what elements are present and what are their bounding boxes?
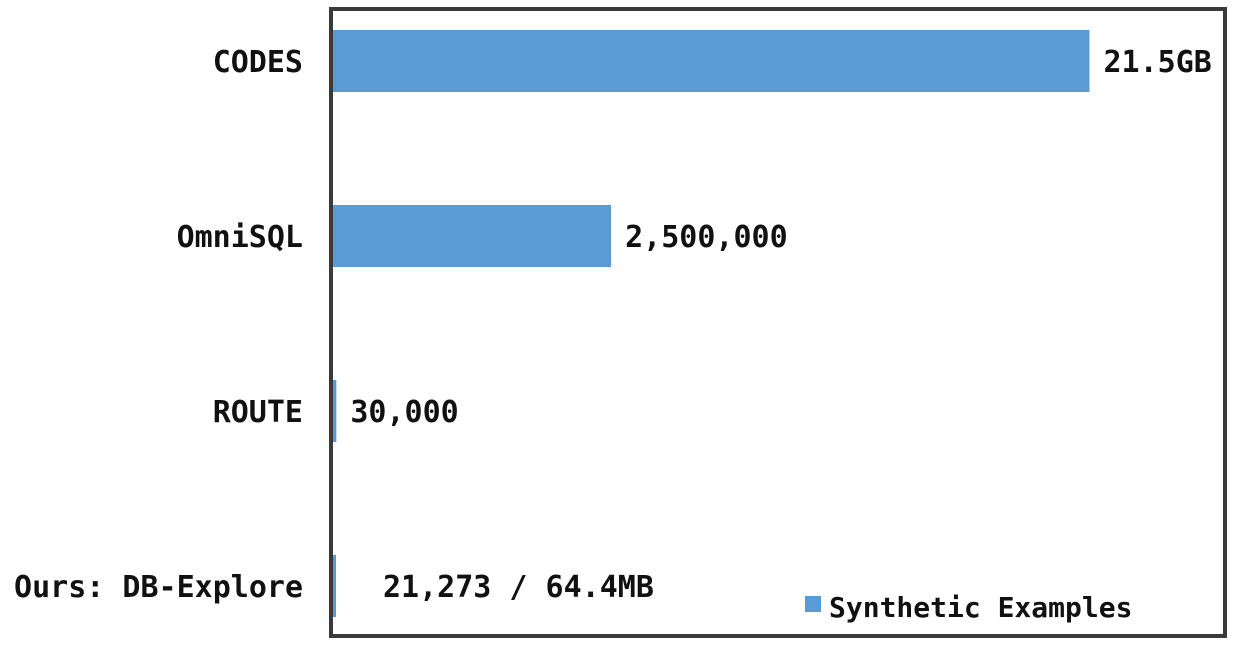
category-label-3: Ours: DB-Explore [14,570,303,605]
value-label-3: 21,273 / 64.4MB [383,570,654,605]
bar-0 [333,30,1090,92]
legend-swatch [805,596,821,612]
value-label-0: 21.5GB [1104,45,1212,80]
category-label-0: CODES [213,45,303,80]
bar-1 [333,205,612,267]
labels-layer: CODES 21.5GB OmniSQL 2,500,000 ROUTE 30,000 Ou… [14,45,1212,605]
plot-frame [329,7,1227,638]
category-label-1: OmniSQL [177,220,303,255]
category-label-2: ROUTE [213,395,303,430]
bar-3 [333,555,336,617]
value-label-2: 30,000 [350,395,458,430]
legend-label: Synthetic Examples [829,591,1132,624]
bars-layer [333,30,1090,617]
bar-2 [333,380,337,442]
legend: Synthetic Examples [805,591,1132,624]
value-label-1: 2,500,000 [625,220,788,255]
